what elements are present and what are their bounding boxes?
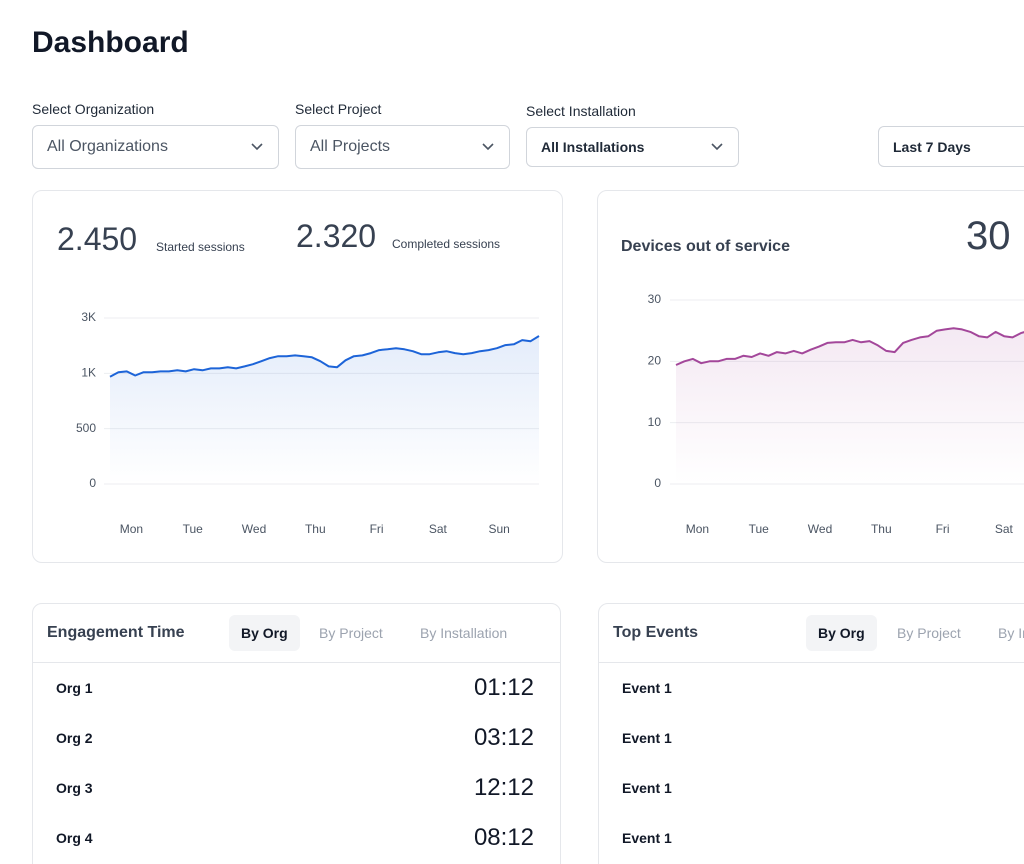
row-value: 08:12 xyxy=(473,824,534,851)
stat-label: Completed sessions xyxy=(392,237,501,251)
tab[interactable]: By Project xyxy=(897,625,961,641)
row-label: Org 2 xyxy=(56,730,93,746)
stat-label: Started sessions xyxy=(156,240,245,254)
stat-value: 2.320 xyxy=(296,218,377,254)
stat-value: 2.450 xyxy=(57,221,138,257)
select-value: Last 7 Days xyxy=(893,138,971,155)
filter-label: Select Installation xyxy=(526,103,636,119)
tab[interactable]: By Installation xyxy=(998,625,1024,641)
tab[interactable]: By Org xyxy=(229,615,300,651)
engagement-card: Engagement Time By Org By Project By Ins… xyxy=(32,603,561,864)
card-title: Engagement Time xyxy=(47,624,185,641)
project-select[interactable]: All Projects xyxy=(295,125,510,169)
installation-select[interactable]: All Installations xyxy=(526,127,739,167)
chevron xyxy=(711,143,723,151)
tab[interactable]: By Org xyxy=(806,615,877,651)
row-label: Event 1 xyxy=(622,780,672,796)
tab[interactable]: By Project xyxy=(319,625,383,641)
tab[interactable]: By Installation xyxy=(420,625,508,641)
events-card: Top Events By Org By Project By Installa… xyxy=(598,603,1024,864)
sessions-card: 2.450 Started sessions 2.320 Completed s… xyxy=(32,190,563,563)
row-value: 12:12 xyxy=(473,774,534,801)
row-value: 01:12 xyxy=(473,674,534,701)
card-title: Devices out of service xyxy=(621,238,790,255)
devices-card: Devices out of service 30 xyxy=(597,190,1024,563)
card-header: Engagement Time By Org By Project By Ins… xyxy=(33,604,560,663)
select-value: All Projects xyxy=(310,138,391,155)
row-value: 03:12 xyxy=(473,724,534,751)
select-value: All Installations xyxy=(541,139,645,155)
row-label: Event 1 xyxy=(622,680,672,696)
card-header: Top Events By Org By Project By Installa… xyxy=(599,604,1024,663)
filter-label: Select Organization xyxy=(32,101,155,117)
devices-count: 30 xyxy=(966,214,1011,258)
select-value: All Organizations xyxy=(47,138,168,155)
filter-label: Select Project xyxy=(295,101,382,117)
row-label: Event 1 xyxy=(622,730,672,746)
card-title: Top Events xyxy=(613,624,699,641)
row-label: Event 1 xyxy=(622,830,672,846)
row-label: Org 4 xyxy=(56,830,93,846)
organization-select[interactable]: All Organizations xyxy=(32,125,279,169)
row-label: Org 3 xyxy=(56,780,93,796)
chevron xyxy=(251,143,263,151)
date-range-select[interactable]: Last 7 Days xyxy=(878,126,1024,167)
chevron xyxy=(482,143,494,151)
row-label: Org 1 xyxy=(56,680,93,696)
page-title: Dashboard xyxy=(32,26,189,59)
